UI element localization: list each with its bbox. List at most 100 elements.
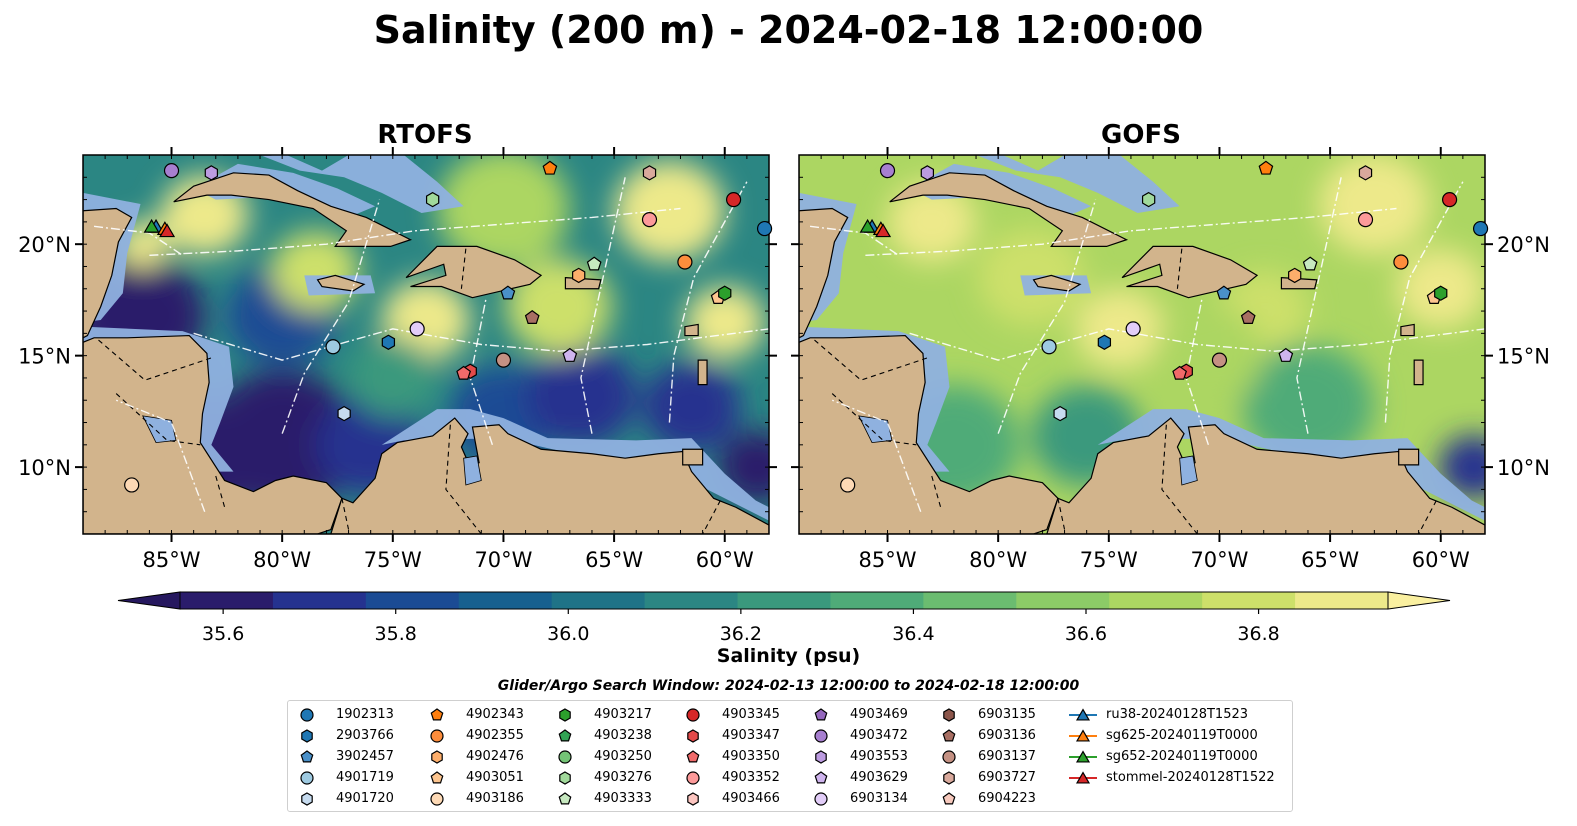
gofs-obs-4901720 <box>1053 405 1067 422</box>
land-central <box>799 334 1059 534</box>
legend-item: sg625-20240119T0000 <box>1068 725 1258 746</box>
legend-item-label: 6904223 <box>978 791 1036 806</box>
legend-item: 4903217 <box>556 704 652 725</box>
legend-item-label: 2903766 <box>336 728 394 743</box>
gofs-obs-4903186 <box>840 477 856 493</box>
colorbar-extend-low <box>117 591 181 610</box>
legend-item: 4903333 <box>556 788 652 809</box>
legend-item: 4903469 <box>812 704 908 725</box>
gofs-lon-tick-label: 60°W <box>1412 548 1470 572</box>
rtofs-lat-tick-label: 15°N <box>18 345 71 369</box>
colorbar-tick-label: 35.6 <box>202 623 244 645</box>
legend-item-label: 6903135 <box>978 707 1036 722</box>
legend-marker-icon <box>558 791 572 804</box>
land-central <box>83 334 343 534</box>
colorbar-swatch <box>272 592 367 609</box>
gofs-lon-tick-label: 70°W <box>1190 548 1248 572</box>
legend-item: 4902343 <box>428 704 524 725</box>
land-lesser1 <box>1400 323 1415 337</box>
panel-title-rtofs: RTOFS <box>377 120 473 150</box>
legend-marker-icon <box>430 728 444 743</box>
legend-marker-icon <box>301 791 313 806</box>
legend-marker-icon <box>558 728 572 741</box>
legend-item: 6903134 <box>812 788 908 809</box>
legend-marker-icon <box>814 770 828 783</box>
land-jamaica <box>1032 274 1082 292</box>
legend-item: 4903629 <box>812 767 908 788</box>
land-samerica <box>330 417 769 534</box>
legend-item-label: 4902476 <box>466 749 524 764</box>
legend-marker-icon <box>814 707 828 720</box>
legend-item-label: 4903350 <box>722 749 780 764</box>
legend-item: 4903352 <box>684 767 780 788</box>
gofs-lat-tick-label: 10°N <box>1497 456 1550 480</box>
legend-item-label: 6903727 <box>978 770 1036 785</box>
gofs-obs-4901719 <box>1041 339 1057 355</box>
rtofs-lon-tick-label: 85°W <box>143 548 201 572</box>
rtofs-obs-4902476 <box>572 267 586 284</box>
legend-item: 4903345 <box>684 704 780 725</box>
gofs-obs-4903553 <box>920 165 935 181</box>
land-mexico <box>799 155 849 339</box>
colorbar-tick-label: 36.4 <box>892 623 934 645</box>
rtofs-obs-4903345 <box>725 191 742 208</box>
legend-item: 6904223 <box>940 788 1036 809</box>
rtofs-lon-tick-label: 80°W <box>253 548 311 572</box>
legend-marker-icon <box>814 728 828 743</box>
legend-item: 4901720 <box>298 788 394 809</box>
gofs-obs-4903350 <box>1172 365 1187 380</box>
colorbar-swatch <box>365 592 460 609</box>
figure-canvas: 85°W 80°W 75°W 70°W 65°W 60°W 10°N 15°N 20°N 85°… <box>18 147 1550 645</box>
land-trinidad <box>682 448 704 466</box>
legend-item-label: sg652-20240119T0000 <box>1106 749 1258 764</box>
legend-marker-icon <box>300 770 314 785</box>
land-cuba <box>889 172 1129 248</box>
rtofs-lat-tick-label: 10°N <box>18 456 71 480</box>
gofs-obs-4903345 <box>1441 191 1458 208</box>
legend-item: 4903350 <box>684 746 780 767</box>
rtofs-obs-sg652-20240119T0000 <box>143 218 160 233</box>
gofs-obs-4903333 <box>1302 256 1318 271</box>
rtofs-lon-tick-label: 65°W <box>585 548 643 572</box>
legend-marker-icon <box>301 728 313 743</box>
legend-item-label: 4903629 <box>850 770 908 785</box>
search-window-text: Glider/Argo Search Window: 2024-02-13 12… <box>497 678 1080 694</box>
legend-item: 4901719 <box>298 767 394 788</box>
rtofs-obs-4902355 <box>677 254 693 270</box>
legend-marker-icon <box>559 707 571 722</box>
legend-marker-icon <box>686 707 700 722</box>
gofs-obs-4903352 <box>1357 212 1374 228</box>
legend-marker-icon <box>943 707 955 722</box>
legend-marker-icon <box>686 770 700 785</box>
legend-item: 2903766 <box>298 725 394 746</box>
rtofs-obs-4903186 <box>124 477 140 493</box>
rtofs-obs-4903217 <box>718 285 732 301</box>
colorbar-tick-label: 35.8 <box>375 623 417 645</box>
legend-marker-icon <box>815 749 827 764</box>
gofs-obs-4903629 <box>1278 347 1294 362</box>
legend-item-label: 4903250 <box>594 749 652 764</box>
legend-marker-icon <box>1069 728 1097 742</box>
gofs-obs-6903134 <box>1125 321 1141 337</box>
rtofs-obs-4902343 <box>542 160 558 175</box>
gofs-obs-4903276 <box>1141 191 1156 208</box>
legend-item-label: ru38-20240128T1523 <box>1106 707 1249 722</box>
legend-item-label: 4903472 <box>850 728 908 743</box>
rtofs-lat-tick-label: 20°N <box>18 233 71 257</box>
colorbar-tick-label: 36.6 <box>1065 623 1107 645</box>
legend-item: 4902476 <box>428 746 524 767</box>
legend-item: sg652-20240119T0000 <box>1068 746 1258 767</box>
gofs-obs-stommel-20240128T1522 <box>875 223 892 238</box>
rtofs-obs-4903276 <box>425 191 440 208</box>
rtofs-map-panel: 85°W 80°W 75°W 70°W 65°W 60°W 10°N 15°N 20°N <box>18 147 777 572</box>
land-samerica <box>1046 417 1485 534</box>
colorbar-swatch <box>737 592 831 609</box>
gofs-obs-4903472 <box>879 163 896 179</box>
rtofs-obs-4901719 <box>325 339 341 355</box>
legend-item-label: 4901719 <box>336 770 394 785</box>
legend-item-label: 6903136 <box>978 728 1036 743</box>
legend-marker-icon <box>1069 749 1097 763</box>
legend-item-label: stommel-20240128T1522 <box>1106 770 1275 785</box>
colorbar-swatch <box>1295 592 1389 609</box>
land-trinidad <box>1398 448 1420 466</box>
